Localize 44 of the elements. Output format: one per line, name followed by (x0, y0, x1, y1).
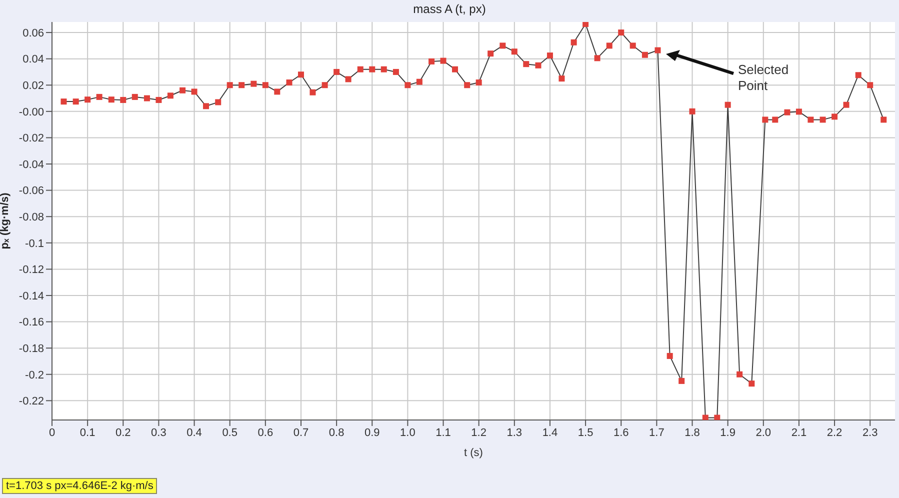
text: t=1.703 s px=4.646E-2 kg·m/s (2, 478, 158, 494)
x-tick-label: 1.0 (400, 426, 416, 439)
y-tick-label: -0.02 (18, 132, 44, 145)
x-tick-label: 2.1 (791, 426, 807, 439)
y-tick-label: -0.22 (18, 396, 44, 408)
x-tick-label: 1.9 (720, 426, 736, 439)
x-tick-label: 0.9 (364, 426, 380, 439)
x-tick-label: 0.3 (151, 426, 166, 439)
x-tick-label: 0.8 (328, 426, 344, 439)
x-tick-label: 2.0 (756, 426, 772, 439)
x-tick-label: 0.2 (115, 426, 131, 439)
x-tick-label: 1.1 (436, 426, 451, 439)
annotation: Selected Point (738, 62, 790, 94)
y-tick-label: -0.14 (18, 290, 44, 302)
y-tick-label: -0.00 (18, 106, 44, 118)
x-tick-label: 1.7 (649, 426, 664, 439)
x-tick-label: 1.4 (542, 426, 558, 439)
x-tick-label: 0.4 (186, 426, 202, 439)
y-tick-label: -0.18 (18, 342, 44, 355)
y-tick-label: -0.04 (18, 158, 44, 171)
y-tick-label: -0.08 (18, 212, 44, 224)
x-tick-label: 0.1 (80, 426, 96, 439)
y-tick-label: -0.16 (18, 316, 44, 329)
y-tick-label: -0.06 (18, 185, 44, 198)
x-tick-label: 1.6 (613, 426, 629, 439)
y-tick-label: -0.2 (25, 369, 44, 382)
y-tick-label: 0.02 (22, 80, 44, 92)
x-tick-label: 0.6 (258, 426, 274, 439)
x-axis-title: t (s) (464, 447, 483, 459)
y-tick-label: -0.12 (18, 264, 44, 276)
x-tick-label: 1.2 (471, 426, 486, 439)
y-tick-label: 0.04 (22, 54, 44, 66)
x-tick-label: 1.8 (684, 426, 700, 439)
x-tick-label: 0.7 (293, 426, 309, 439)
x-tick-label: 2.2 (826, 426, 842, 439)
chart-title: mass A (t, px) (412, 2, 487, 16)
y-tick-label: -0.1 (25, 238, 44, 250)
x-tick-label: 1.3 (506, 426, 522, 439)
y-tick-label: 0.06 (22, 27, 44, 40)
x-tick-label: 2.3 (862, 426, 878, 439)
y-axis-title: pₓ (kg·m/s) (0, 192, 11, 250)
x-tick-label: 0 (48, 426, 56, 439)
x-tick-label: 0.5 (222, 426, 238, 439)
x-tick-label: 1.5 (578, 426, 594, 439)
